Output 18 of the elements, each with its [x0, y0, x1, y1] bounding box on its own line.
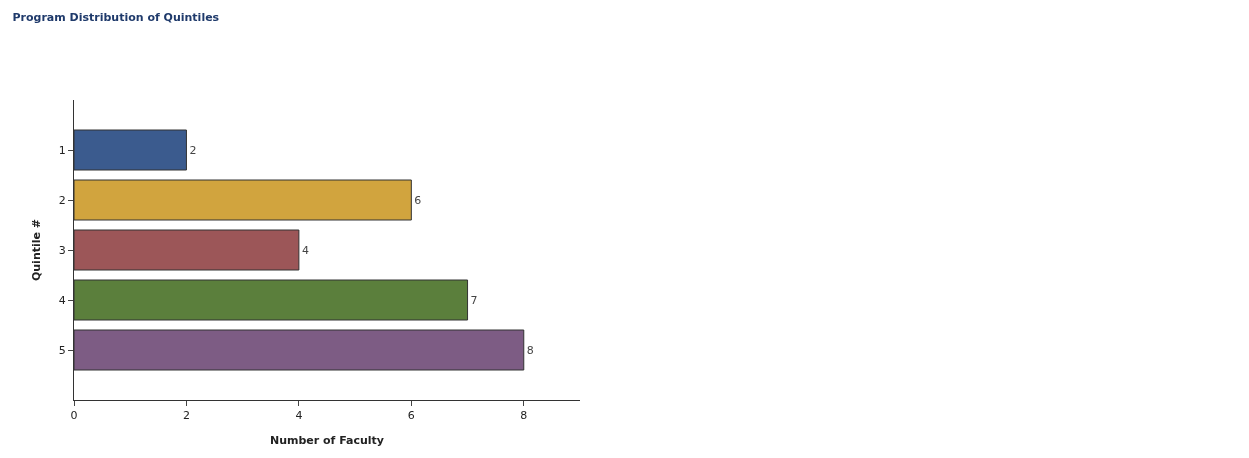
y-tick-label: 2 — [58, 193, 66, 207]
x-tick-label: 8 — [520, 409, 528, 423]
x-axis-title: Number of Faculty — [269, 434, 385, 448]
y-axis-title: Quintile # — [30, 218, 44, 282]
data-label: 6 — [414, 193, 422, 207]
data-label: 4 — [301, 243, 309, 257]
y-tick-label: 3 — [58, 243, 66, 257]
x-tick-label: 2 — [182, 409, 190, 423]
data-label: 2 — [189, 143, 197, 157]
y-tick-label: 4 — [58, 293, 66, 307]
x-tick-label: 6 — [407, 409, 415, 423]
y-tick-label: 1 — [58, 143, 66, 157]
chart-title: Program Distribution of Quintiles — [12, 11, 220, 25]
y-tick-label: 5 — [58, 343, 66, 357]
data-label: 8 — [526, 343, 534, 357]
data-label: 7 — [470, 293, 478, 307]
x-tick-label: 4 — [295, 409, 303, 423]
x-tick-label: 0 — [70, 409, 78, 423]
